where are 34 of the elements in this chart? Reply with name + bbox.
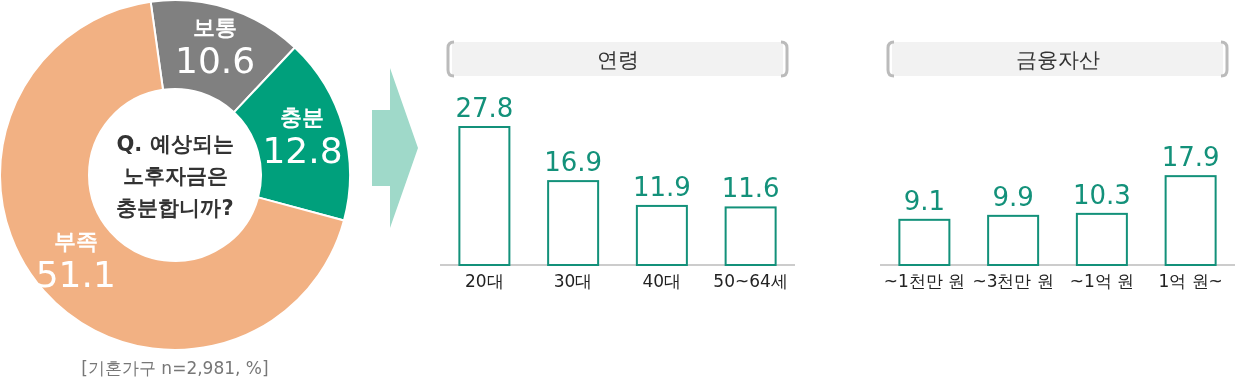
x-tick-label: 40대 — [642, 271, 682, 291]
x-tick-label: 20대 — [465, 271, 504, 291]
data-label: 17.9 — [1161, 142, 1220, 173]
data-label: 51.1 — [35, 253, 116, 295]
chart-title: 연령 — [596, 48, 639, 72]
data-label: 10.6 — [175, 39, 256, 81]
x-tick-label: 30대 — [553, 271, 593, 291]
data-label: 12.8 — [262, 129, 343, 171]
data-label: 27.8 — [455, 93, 514, 123]
chart-title: 금융자산 — [1015, 48, 1100, 72]
bar — [1164, 175, 1217, 266]
data-label: 11.6 — [721, 173, 780, 204]
data-label: 9.9 — [992, 181, 1034, 212]
x-tick-label: ~1천만 원 — [883, 271, 966, 291]
slice-label: 보통 — [193, 14, 238, 40]
bar — [458, 126, 511, 266]
x-tick-label: 50~64세 — [713, 271, 788, 291]
text: Q. 예상되는 노후자금은 충분합니까? — [116, 132, 234, 220]
data-label: 16.9 — [544, 147, 603, 178]
bar — [1075, 212, 1128, 266]
slice-label: 충분 — [280, 104, 325, 130]
slice-label: 부족 — [53, 228, 98, 254]
bar — [987, 214, 1040, 266]
bar — [547, 180, 600, 266]
data-label: 9.1 — [903, 185, 946, 216]
text: [기혼가구 n=2,981, %] — [81, 358, 269, 378]
data-label: 10.3 — [1072, 179, 1131, 210]
data-label: 11.9 — [632, 171, 691, 202]
bar — [635, 204, 688, 266]
bar — [898, 218, 951, 266]
x-tick-label: 1억 원~ — [1158, 271, 1223, 291]
x-tick-label: ~1억 원 — [1069, 271, 1135, 291]
bar — [724, 206, 777, 266]
x-tick-label: ~3천만 원 — [972, 271, 1054, 291]
